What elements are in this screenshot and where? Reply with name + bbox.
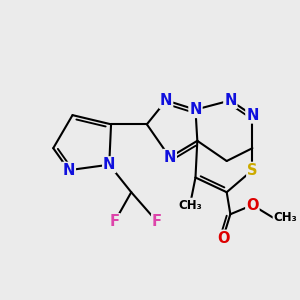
Text: N: N [224, 93, 236, 108]
Text: CH₃: CH₃ [178, 199, 202, 212]
Text: N: N [103, 157, 116, 172]
Text: F: F [110, 214, 120, 229]
Text: N: N [164, 150, 176, 165]
Text: CH₃: CH₃ [274, 212, 297, 224]
Text: N: N [160, 93, 172, 108]
Text: O: O [217, 231, 229, 246]
Text: F: F [152, 214, 162, 229]
Text: N: N [63, 163, 75, 178]
Text: S: S [247, 163, 258, 178]
Text: O: O [246, 198, 259, 213]
Text: N: N [246, 108, 259, 123]
Text: N: N [189, 102, 202, 117]
